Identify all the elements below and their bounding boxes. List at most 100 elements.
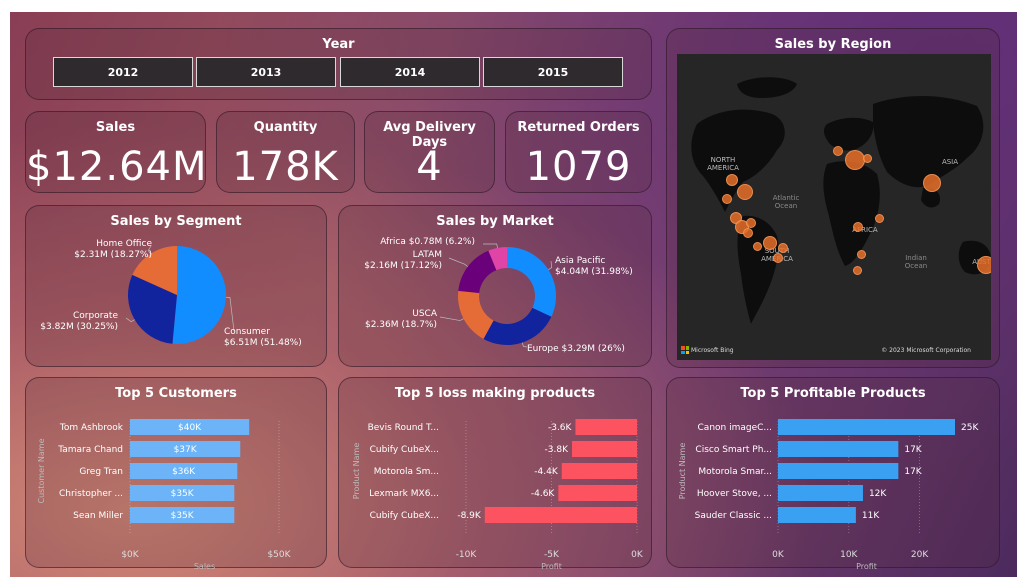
bar <box>130 463 238 479</box>
quantity-kpi-value: 178K <box>232 144 339 190</box>
map-bubble[interactable] <box>853 222 863 232</box>
data-label: -4.4K <box>534 467 559 477</box>
map-bubble[interactable] <box>863 154 872 163</box>
map-bubble[interactable] <box>778 243 788 253</box>
map-bubble[interactable] <box>845 150 865 170</box>
data-label: -4.6K <box>531 489 556 499</box>
leader-line <box>439 316 464 321</box>
slice-value-label: $2.31M (18.27%) <box>74 250 152 260</box>
x-tick-label: 20K <box>911 550 929 560</box>
map-bubble[interactable] <box>743 228 753 238</box>
map-bubble[interactable] <box>726 174 738 186</box>
slice-label: Home Office <box>96 239 152 249</box>
data-label: $35K <box>171 489 195 499</box>
pie-slice <box>132 246 177 295</box>
year-2015-button[interactable]: 2015 <box>483 57 623 87</box>
data-label: -8.9K <box>457 511 482 521</box>
pie-slice <box>507 247 556 317</box>
leader-line <box>125 317 135 323</box>
bar <box>130 485 235 501</box>
data-label: 25K <box>961 423 979 433</box>
category-label: Motorola Sm... <box>374 467 439 477</box>
bar <box>130 419 250 435</box>
slice-value-label: $6.51M (51.48%) <box>224 338 302 348</box>
bar <box>130 507 235 523</box>
pie-slice <box>483 307 552 345</box>
category-label: Christopher ... <box>59 489 123 499</box>
map-bubble[interactable] <box>737 184 753 200</box>
sales-by-market-card: Sales by Market Asia Pacific $4.04M (31.9… <box>338 205 652 367</box>
sales-kpi-card: Sales $12.64M <box>25 111 206 193</box>
map-bubble[interactable] <box>773 253 783 263</box>
data-label: 17K <box>904 467 922 477</box>
leader-line <box>521 342 528 348</box>
x-axis-title: Profit <box>541 562 562 569</box>
avg-delivery-kpi-title: Avg Delivery Days <box>383 120 476 150</box>
year-2013-button[interactable]: 2013 <box>196 57 336 87</box>
map-provider-logo: Microsoft Bing <box>681 346 734 354</box>
sales-by-segment-title: Sales by Segment <box>110 214 242 229</box>
map-label-africa: AFRICA <box>852 226 878 234</box>
slice-value-label: $2.16M (17.12%) <box>364 261 442 271</box>
map-bubble[interactable] <box>763 236 777 250</box>
sales-kpi-value: $12.64M <box>26 144 208 190</box>
map-bubble[interactable] <box>853 266 862 275</box>
sales-by-market-chart: Asia Pacific$4.04M (31.98%) Europe $3.29M… <box>364 237 633 354</box>
x-tick-label: -10K <box>456 550 478 560</box>
map-provider-label: Microsoft Bing <box>691 346 734 354</box>
sales-kpi-title: Sales <box>95 120 136 135</box>
top-customers-title: Top 5 Customers <box>115 386 237 401</box>
sales-by-region-card: Sales by Region NORTH AMERICA SOUTH AMER… <box>666 28 1000 368</box>
map-bubble[interactable] <box>923 174 941 192</box>
category-label: Canon imageC... <box>698 423 772 433</box>
returned-orders-kpi-title: Returned Orders <box>517 120 640 135</box>
leader-line <box>548 260 553 271</box>
top-customers-chart: $0K $50K Tom Ashbrook $40K Tamara Chand $37K G… <box>37 419 292 569</box>
quantity-kpi-title: Quantity <box>253 120 318 135</box>
profitable-products-title: Top 5 Profitable Products <box>740 386 926 401</box>
category-label: Hoover Stove, ... <box>697 489 772 499</box>
map-bubble[interactable] <box>857 250 866 259</box>
bar <box>778 485 863 501</box>
bar <box>130 441 241 457</box>
map-bubble[interactable] <box>746 218 756 228</box>
map-label-north-america: NORTH AMERICA <box>707 156 739 172</box>
slice-label: Consumer <box>224 327 270 337</box>
map-bubble[interactable] <box>977 256 991 274</box>
x-tick-label: -5K <box>544 550 560 560</box>
x-axis-title: Sales <box>194 562 215 569</box>
category-label: Cisco Smart Ph... <box>695 445 772 455</box>
loss-products-chart: -10K -5K 0K Bevis Round T... -3.6K Cubify Cub… <box>352 419 644 569</box>
dashboard-canvas: Year 2012 2013 2014 2015 Sales $12.64M Q… <box>10 12 1017 577</box>
map-bubble[interactable] <box>875 214 884 223</box>
pie-slice <box>488 247 507 271</box>
data-label: 12K <box>869 489 887 499</box>
bar <box>778 507 856 523</box>
slice-label: Africa $0.78M (6.2%) <box>380 237 475 247</box>
data-label: -3.8K <box>545 445 570 455</box>
sales-by-segment-chart: Consumer$6.51M (51.48%) Corporate$3.82M (… <box>40 239 302 348</box>
data-label: 11K <box>862 511 880 521</box>
x-axis-title: Profit <box>856 562 877 569</box>
bar <box>572 441 637 457</box>
slice-value-label: $2.36M (18.7%) <box>365 320 437 330</box>
slice-label: USCA <box>412 309 438 319</box>
pie-slice <box>127 274 177 344</box>
top-customers-card: Top 5 Customers $0K $50K Tom Ashbrook $40K T… <box>25 377 327 569</box>
year-slicer-title: Year <box>322 37 355 52</box>
slice-label: Europe $3.29M (26%) <box>527 344 625 354</box>
map-label-indian-ocean: Indian Ocean <box>904 254 928 270</box>
data-label: 17K <box>904 445 922 455</box>
returned-orders-kpi-card: Returned Orders 1079 <box>505 111 652 193</box>
map-bubble[interactable] <box>722 194 732 204</box>
year-2014-button[interactable]: 2014 <box>340 57 480 87</box>
category-label: Sauder Classic ... <box>695 511 772 521</box>
avg-delivery-kpi-card: Avg Delivery Days 4 <box>364 111 495 193</box>
category-label: Greg Tran <box>79 467 123 477</box>
year-2012-button[interactable]: 2012 <box>53 57 193 87</box>
region-map[interactable]: NORTH AMERICA SOUTH AMERICA AFRICA ASIA … <box>677 54 991 360</box>
map-bubble[interactable] <box>833 146 843 156</box>
map-bubble[interactable] <box>753 242 762 251</box>
slice-value-label: $4.04M (31.98%) <box>555 267 633 277</box>
category-label: Cubify CubeX... <box>370 445 439 455</box>
